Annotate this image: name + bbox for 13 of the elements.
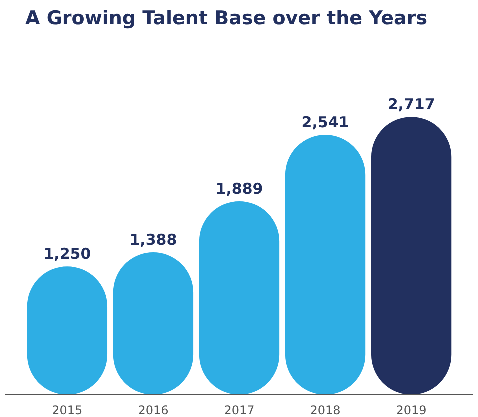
x-tick-label: 2016 (138, 404, 169, 417)
x-tick-label: 2019 (396, 404, 427, 417)
x-tick-label: 2015 (52, 404, 83, 417)
data-label: 1,889 (216, 180, 264, 198)
x-tick-label: 2017 (224, 404, 255, 417)
data-label: 2,541 (302, 114, 350, 132)
bar (371, 117, 452, 394)
chart-title: A Growing Talent Base over the Years (26, 8, 428, 30)
data-label: 1,250 (44, 245, 92, 264)
x-tick-label: 2018 (310, 404, 341, 417)
bar (285, 135, 366, 394)
data-label: 1,388 (130, 231, 178, 250)
data-label: 2,717 (388, 96, 436, 114)
